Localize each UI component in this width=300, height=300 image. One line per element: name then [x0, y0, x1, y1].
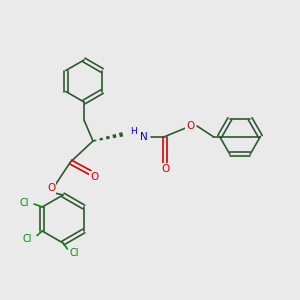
Text: Cl: Cl [69, 248, 79, 259]
Text: N: N [140, 131, 147, 142]
Text: H: H [130, 127, 137, 136]
Text: Cl: Cl [19, 197, 29, 208]
Text: O: O [90, 172, 99, 182]
Text: O: O [161, 164, 169, 175]
Text: Cl: Cl [22, 233, 32, 244]
Text: O: O [47, 183, 55, 194]
Text: O: O [186, 121, 195, 131]
